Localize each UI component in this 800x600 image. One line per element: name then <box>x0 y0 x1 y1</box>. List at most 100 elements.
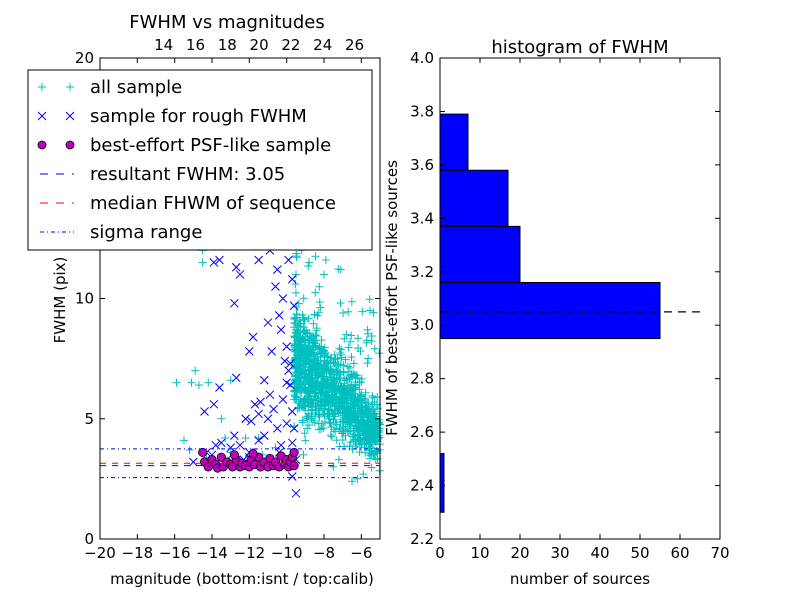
all-sample-point <box>307 406 316 415</box>
all-sample-point <box>361 408 370 417</box>
all-sample-point <box>304 314 313 323</box>
rough-sample-point-b <box>284 255 293 265</box>
rough-sample-point-b <box>291 488 301 498</box>
all-sample-point <box>291 280 300 289</box>
all-sample-point <box>315 298 324 307</box>
y-tick-label: 3.2 <box>410 263 434 281</box>
all-sample-point <box>317 419 326 428</box>
all-sample-point <box>366 306 375 315</box>
all-sample-point <box>353 426 362 435</box>
all-sample-point <box>301 401 310 410</box>
all-sample-point <box>367 336 376 345</box>
all-sample-point <box>338 422 347 431</box>
rough-sample-point-b <box>263 318 273 327</box>
all-sample-point <box>316 425 325 434</box>
all-sample-point <box>298 366 307 375</box>
all-sample-point <box>292 380 301 389</box>
right-chart-x-ticks: 0 10 20 30 40 50 60 70 <box>435 58 730 562</box>
all-sample-point <box>370 426 379 435</box>
all-sample-point <box>342 375 351 384</box>
all-sample-point <box>180 436 188 445</box>
rough-sample-point <box>263 414 273 424</box>
rough-sample-point-b <box>254 255 264 265</box>
all-sample-point <box>305 258 314 267</box>
rough-sample-point-b <box>235 270 245 279</box>
rough-sample-point <box>287 438 297 448</box>
all-sample-point <box>359 415 368 424</box>
histogram-bar <box>439 452 445 513</box>
rough-sample-point-b <box>209 399 219 409</box>
all-sample-point <box>350 397 359 406</box>
all-sample-point <box>292 364 301 373</box>
rough-sample-point <box>200 407 209 416</box>
x-tick-label: −18 <box>122 544 154 562</box>
right-chart-bars <box>439 113 661 513</box>
rough-sample-point-b <box>216 438 226 448</box>
rough-sample-point <box>235 270 245 279</box>
all-sample-point <box>336 348 345 357</box>
all-sample-point <box>361 433 370 442</box>
right-chart-y-ticks: 2.2 2.4 2.6 2.8 3.0 3.2 3.4 3.6 3.8 4.0 <box>410 49 720 548</box>
rough-sample-point-b <box>274 310 284 320</box>
rough-sample-point-b <box>286 359 295 368</box>
legend-entry: resultant FWHM: 3.05 <box>40 164 285 185</box>
all-sample-point <box>306 371 315 380</box>
all-sample-point <box>305 356 314 365</box>
rough-sample-point <box>246 416 256 426</box>
all-sample-point <box>299 294 308 303</box>
all-sample-point <box>357 390 366 399</box>
all-sample-point <box>292 253 301 262</box>
rough-sample-point <box>254 409 264 419</box>
legend-entry: best-effort PSF-like sample <box>37 135 331 156</box>
all-sample-point <box>358 307 367 316</box>
all-sample-point <box>358 406 367 415</box>
rough-sample-point <box>211 440 221 450</box>
legend-marker-b <box>37 111 47 121</box>
rough-sample-point-b <box>231 262 241 272</box>
all-sample-point <box>329 425 338 434</box>
all-sample-point <box>358 427 367 436</box>
legend-label: sigma range <box>90 222 202 243</box>
all-sample-point <box>351 371 360 380</box>
all-sample-point <box>327 386 336 395</box>
rough-sample-point <box>276 325 286 335</box>
all-sample-point <box>336 368 345 377</box>
all-sample-point <box>316 353 325 362</box>
all-sample-point <box>363 421 372 430</box>
legend-marker <box>66 83 74 91</box>
rough-sample-point-b <box>254 436 264 445</box>
rough-sample-point-b <box>188 457 198 467</box>
all-sample-point <box>347 331 356 340</box>
all-sample-point <box>300 429 309 438</box>
all-sample-point <box>337 350 346 359</box>
all-sample-point <box>304 378 313 387</box>
all-sample-point <box>327 406 336 415</box>
all-sample-point <box>364 409 373 418</box>
all-sample-point <box>368 400 377 409</box>
all-sample-point <box>369 450 378 459</box>
rough-sample-point <box>271 282 280 291</box>
left-chart-x-label: magnitude (bottom:isnt / top:calib) <box>110 570 374 588</box>
rough-sample-point <box>280 356 290 366</box>
rough-sample-point-b <box>289 301 299 311</box>
rough-sample-point <box>259 375 269 385</box>
x-tick-label: 20 <box>510 544 529 562</box>
y-tick-label: 5 <box>84 410 94 428</box>
y-tick-label: 3.4 <box>410 209 434 227</box>
all-sample-point <box>304 389 313 398</box>
rough-sample-point <box>276 440 286 450</box>
legend-box <box>27 69 373 251</box>
legend-label: best-effort PSF-like sample <box>90 135 331 156</box>
all-sample-point <box>314 390 323 399</box>
all-sample-point <box>301 342 310 351</box>
y-tick-label: 2.4 <box>410 477 434 495</box>
rough-sample-point <box>256 397 265 407</box>
x-tick-label: 60 <box>670 544 689 562</box>
all-sample-point <box>310 366 319 375</box>
all-sample-point <box>317 363 326 372</box>
all-sample-point <box>310 359 319 368</box>
all-sample-point <box>364 398 373 407</box>
top-tick-label: 16 <box>186 36 205 54</box>
x-tick-label: −16 <box>159 544 191 562</box>
